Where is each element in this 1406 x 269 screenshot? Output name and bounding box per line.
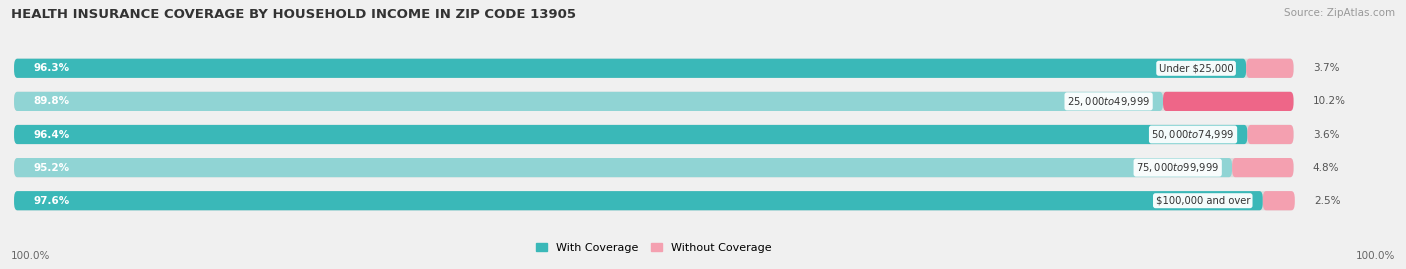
FancyBboxPatch shape (1263, 191, 1295, 210)
FancyBboxPatch shape (14, 59, 1246, 78)
Text: 4.8%: 4.8% (1313, 162, 1339, 173)
Text: 2.5%: 2.5% (1315, 196, 1340, 206)
Text: 3.7%: 3.7% (1313, 63, 1339, 73)
Legend: With Coverage, Without Coverage: With Coverage, Without Coverage (536, 243, 772, 253)
Text: Under $25,000: Under $25,000 (1159, 63, 1233, 73)
Text: 96.4%: 96.4% (34, 129, 69, 140)
Text: $50,000 to $74,999: $50,000 to $74,999 (1152, 128, 1234, 141)
FancyBboxPatch shape (1163, 92, 1294, 111)
FancyBboxPatch shape (1246, 59, 1294, 78)
FancyBboxPatch shape (14, 92, 1294, 111)
FancyBboxPatch shape (14, 191, 1294, 210)
Text: 100.0%: 100.0% (1355, 251, 1395, 261)
Text: 3.6%: 3.6% (1313, 129, 1339, 140)
Text: $25,000 to $49,999: $25,000 to $49,999 (1067, 95, 1150, 108)
FancyBboxPatch shape (14, 92, 1163, 111)
FancyBboxPatch shape (14, 191, 1263, 210)
Text: $75,000 to $99,999: $75,000 to $99,999 (1136, 161, 1219, 174)
Text: 100.0%: 100.0% (11, 251, 51, 261)
FancyBboxPatch shape (1247, 125, 1294, 144)
FancyBboxPatch shape (14, 59, 1294, 78)
Text: 10.2%: 10.2% (1313, 96, 1346, 107)
Text: 96.3%: 96.3% (34, 63, 69, 73)
Text: HEALTH INSURANCE COVERAGE BY HOUSEHOLD INCOME IN ZIP CODE 13905: HEALTH INSURANCE COVERAGE BY HOUSEHOLD I… (11, 8, 576, 21)
Text: 97.6%: 97.6% (34, 196, 69, 206)
Text: 95.2%: 95.2% (34, 162, 69, 173)
Text: $100,000 and over: $100,000 and over (1156, 196, 1250, 206)
Text: Source: ZipAtlas.com: Source: ZipAtlas.com (1284, 8, 1395, 18)
FancyBboxPatch shape (14, 158, 1294, 177)
Text: 89.8%: 89.8% (34, 96, 69, 107)
FancyBboxPatch shape (14, 125, 1247, 144)
FancyBboxPatch shape (14, 125, 1294, 144)
FancyBboxPatch shape (1232, 158, 1294, 177)
FancyBboxPatch shape (14, 158, 1232, 177)
